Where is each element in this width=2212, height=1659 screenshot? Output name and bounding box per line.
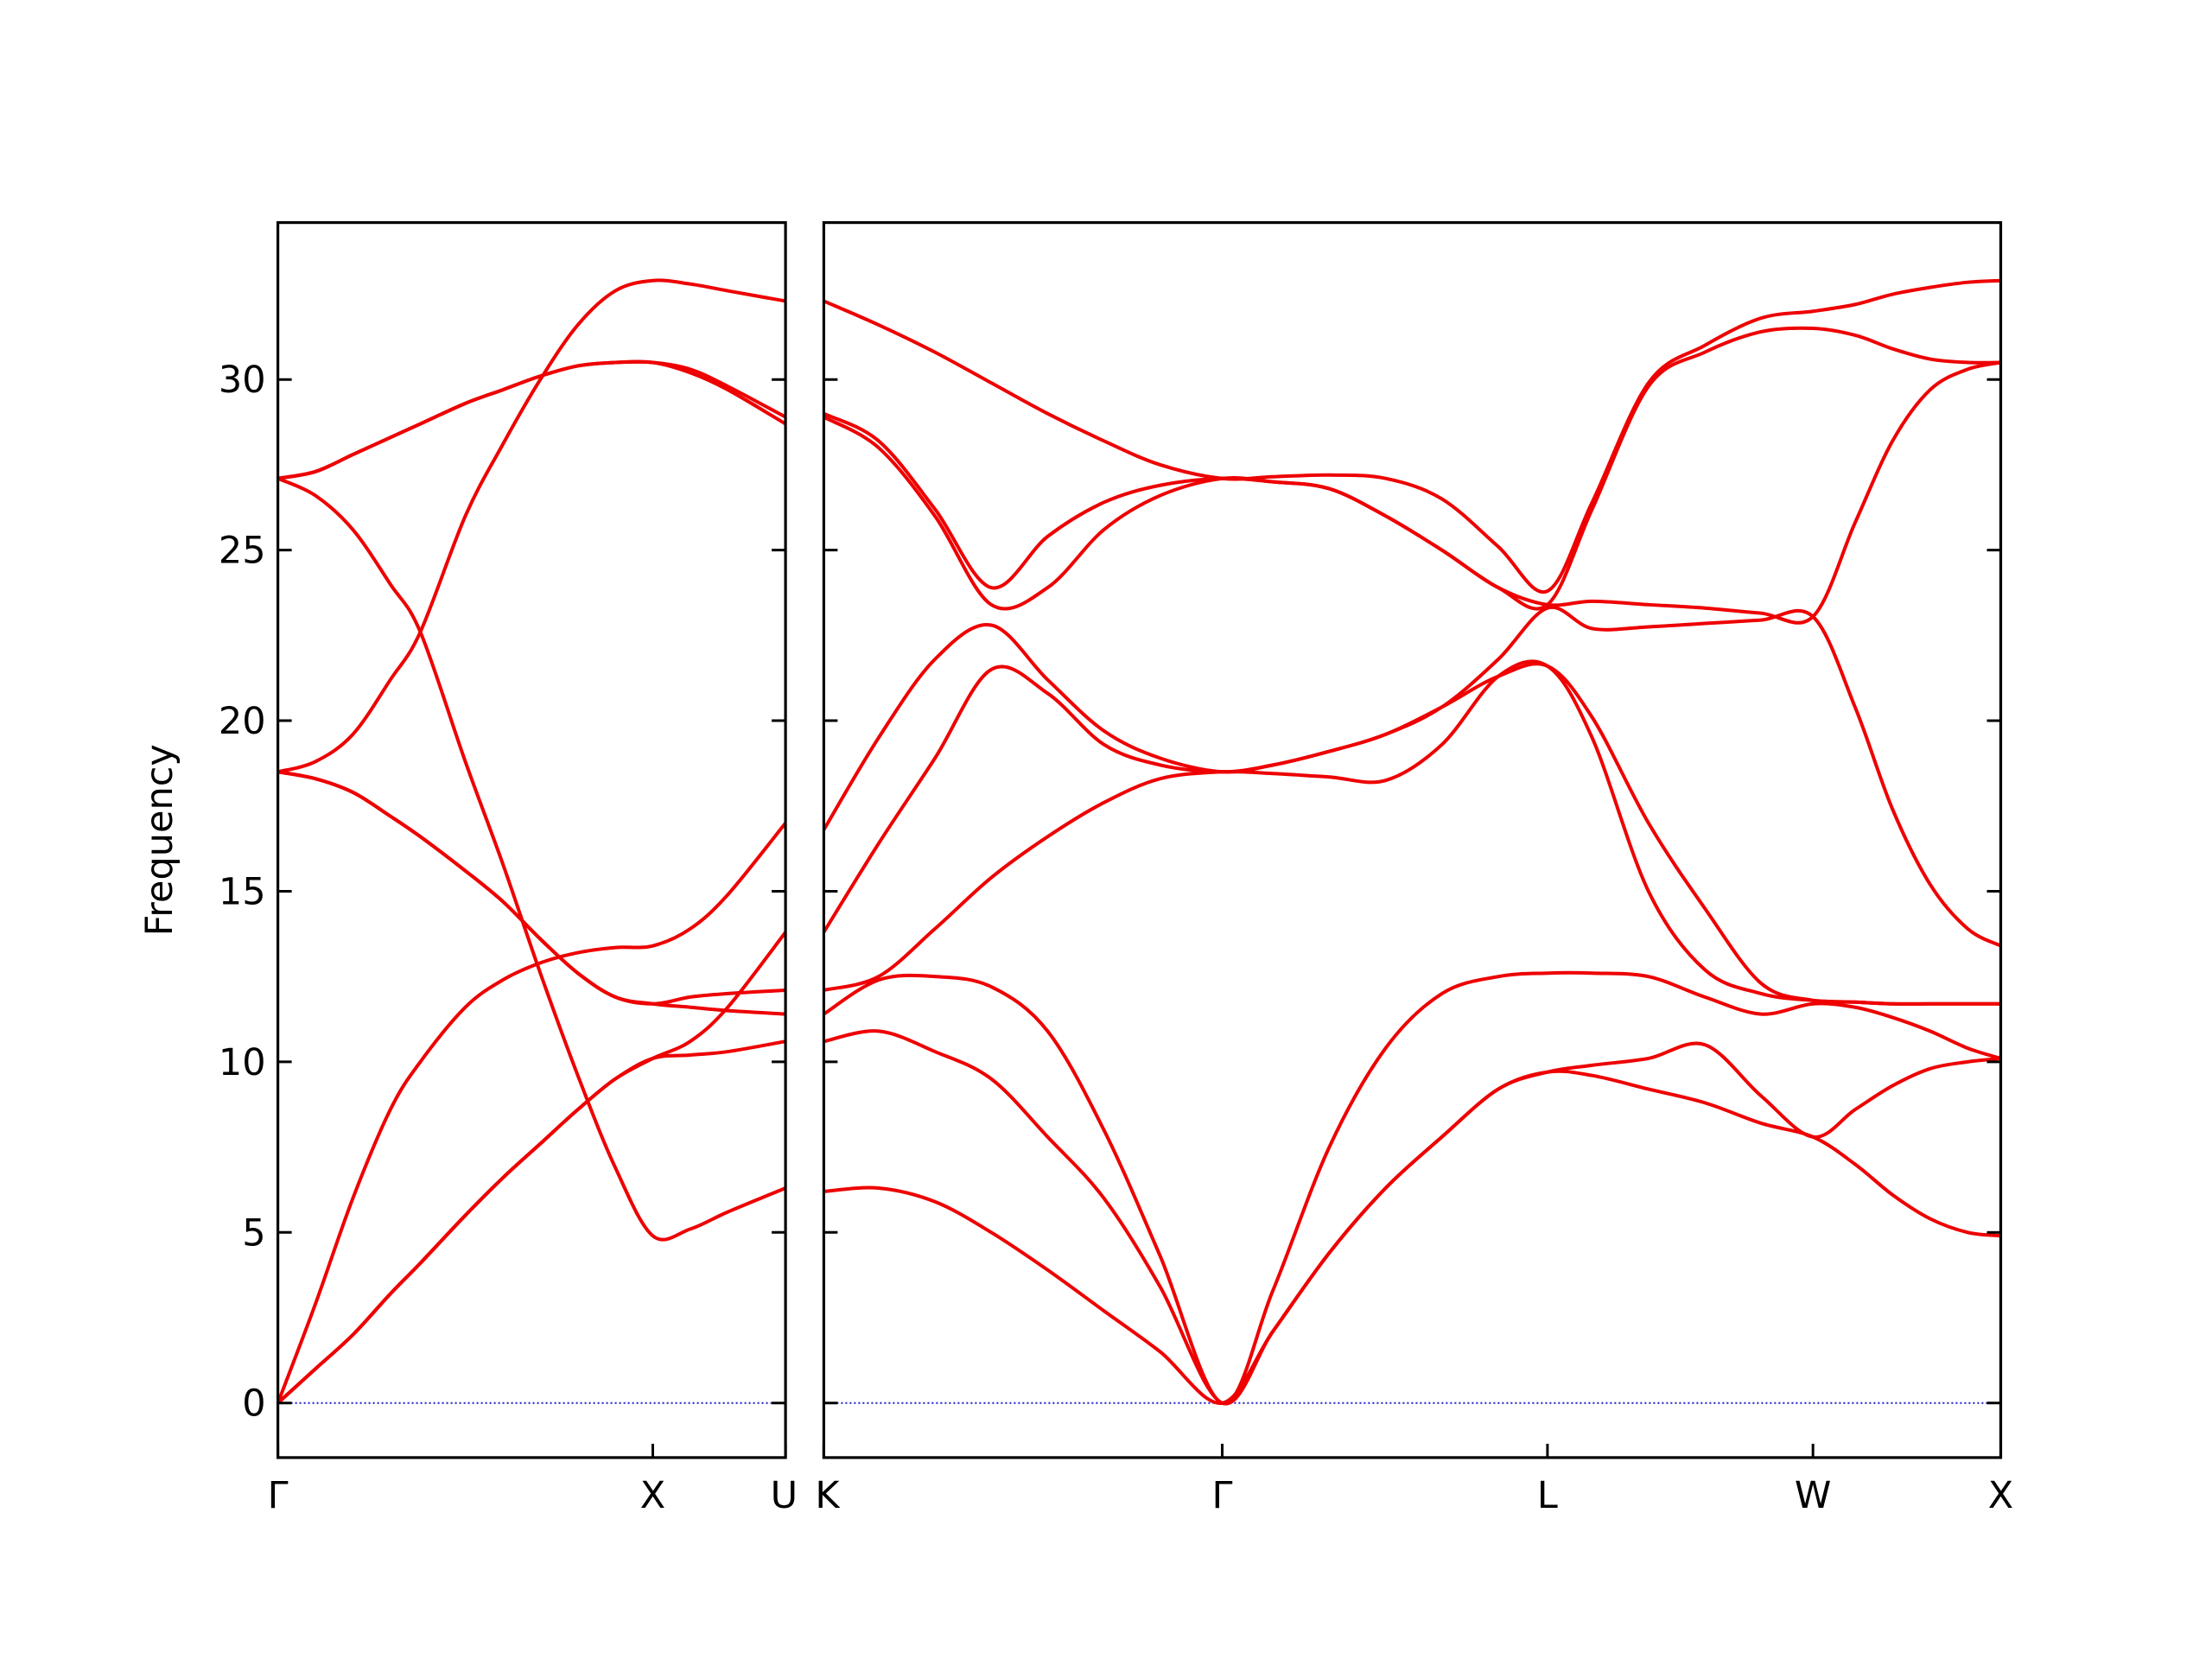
y-tick-label: 25 [219, 530, 266, 573]
y-tick-label: 30 [219, 359, 266, 402]
band-line [823, 326, 2001, 611]
y-tick-label: 15 [219, 870, 266, 913]
x-tick-label: X [640, 1474, 665, 1517]
band-line [276, 931, 787, 1405]
x-tick-label: W [1795, 1474, 1832, 1517]
band-line [823, 278, 2001, 594]
band-line [823, 970, 2002, 1405]
y-tick-label: 5 [242, 1211, 265, 1255]
x-tick-label: U [771, 1474, 798, 1517]
plot-frame [276, 221, 787, 1459]
y-tick-label: 0 [242, 1382, 265, 1426]
band-line [822, 605, 2002, 948]
y-tick-label: 10 [219, 1041, 266, 1084]
y-tick-label: 20 [219, 700, 266, 743]
band-line [277, 359, 787, 480]
plot-frame [822, 221, 2003, 1459]
band-line [823, 1029, 2001, 1406]
x-tick-label: Γ [1212, 1474, 1233, 1517]
x-tick-label: Γ [268, 1474, 289, 1517]
band-line [277, 278, 786, 774]
x-tick-label: X [1988, 1474, 2013, 1517]
x-tick-label: L [1537, 1474, 1558, 1517]
x-tick-label: K [815, 1474, 841, 1517]
band-line [276, 822, 787, 1404]
y-axis-label: Frequency [138, 744, 181, 936]
band-line [276, 476, 786, 1242]
